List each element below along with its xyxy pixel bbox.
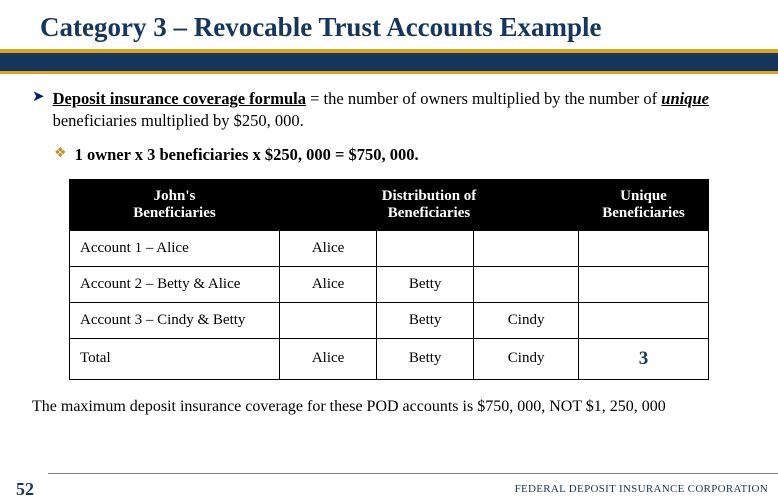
- arrow-bullet-icon: ➤: [32, 88, 45, 108]
- table-row: Account 1 – Alice Alice: [70, 230, 709, 266]
- total-value: 3: [579, 338, 709, 379]
- footer: 52 FEDERAL DEPOSIT INSURANCE CORPORATION: [0, 474, 778, 504]
- row-label: Total: [70, 338, 280, 379]
- page-number: 52: [0, 479, 34, 500]
- unique-word: unique: [661, 89, 709, 108]
- th-unique: UniqueBeneficiaries: [579, 179, 709, 230]
- cell: [579, 266, 709, 302]
- sub-bullet: ❖ 1 owner x 3 beneficiaries x $250, 000 …: [54, 145, 746, 165]
- cell: Alice: [280, 266, 377, 302]
- th-distribution: Distribution ofBeneficiaries: [280, 179, 579, 230]
- navy-bar: [0, 53, 778, 71]
- main-bullet: ➤ Deposit insurance coverage formula = t…: [32, 88, 746, 133]
- table-row: Account 2 – Betty & Alice Alice Betty: [70, 266, 709, 302]
- conclusion-text: The maximum deposit insurance coverage f…: [0, 398, 778, 416]
- row-label: Account 3 – Cindy & Betty: [70, 302, 280, 338]
- th-johns-beneficiaries: John'sBeneficiaries: [70, 179, 280, 230]
- cell: Cindy: [474, 338, 579, 379]
- formula-lead: Deposit insurance coverage formula: [53, 89, 306, 108]
- cell: Alice: [280, 230, 377, 266]
- sub-bullet-text: 1 owner x 3 beneficiaries x $250, 000 = …: [75, 145, 419, 165]
- cell: Cindy: [474, 302, 579, 338]
- table-row: Account 3 – Cindy & Betty Betty Cindy: [70, 302, 709, 338]
- cell: Betty: [377, 266, 474, 302]
- bullet-text: Deposit insurance coverage formula = the…: [53, 88, 746, 133]
- cell: [474, 266, 579, 302]
- cell: [579, 302, 709, 338]
- cell: [280, 302, 377, 338]
- footer-org: FEDERAL DEPOSIT INSURANCE CORPORATION: [515, 483, 778, 495]
- page-title: Category 3 – Revocable Trust Accounts Ex…: [40, 12, 738, 43]
- cell: [579, 230, 709, 266]
- row-label: Account 2 – Betty & Alice: [70, 266, 280, 302]
- cell: Alice: [280, 338, 377, 379]
- cell: Betty: [377, 338, 474, 379]
- diamond-bullet-icon: ❖: [54, 145, 67, 163]
- formula-tail: beneficiaries multiplied by $250, 000.: [53, 111, 304, 130]
- row-label: Account 1 – Alice: [70, 230, 280, 266]
- cell: [377, 230, 474, 266]
- cell: [474, 230, 579, 266]
- beneficiaries-table: John'sBeneficiaries Distribution ofBenef…: [69, 179, 709, 380]
- formula-rest: = the number of owners multiplied by the…: [306, 89, 661, 108]
- table-row-total: Total Alice Betty Cindy 3: [70, 338, 709, 379]
- table-header-row: John'sBeneficiaries Distribution ofBenef…: [70, 179, 709, 230]
- cell: Betty: [377, 302, 474, 338]
